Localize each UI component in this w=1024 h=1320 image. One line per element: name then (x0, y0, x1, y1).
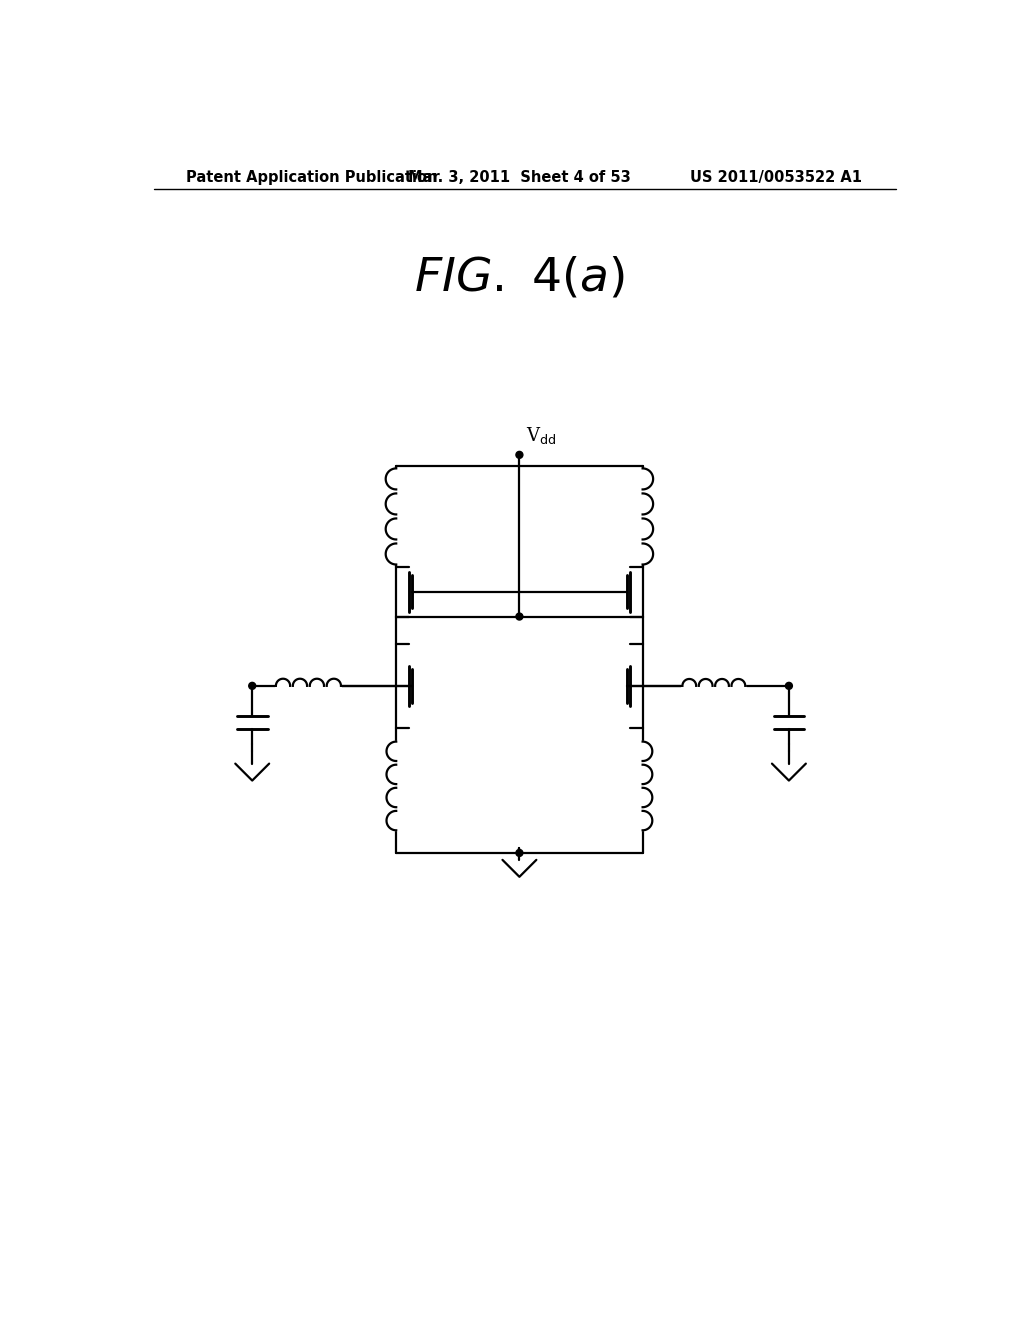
Text: V$_{\mathrm{dd}}$: V$_{\mathrm{dd}}$ (525, 425, 556, 446)
Text: $\mathit{FIG.\ 4(a)}$: $\mathit{FIG.\ 4(a)}$ (414, 255, 625, 301)
Text: US 2011/0053522 A1: US 2011/0053522 A1 (690, 170, 862, 185)
Circle shape (516, 612, 523, 620)
Circle shape (785, 682, 793, 689)
Circle shape (516, 451, 523, 458)
Circle shape (516, 850, 523, 857)
Text: Patent Application Publication: Patent Application Publication (186, 170, 437, 185)
Text: Mar. 3, 2011  Sheet 4 of 53: Mar. 3, 2011 Sheet 4 of 53 (408, 170, 631, 185)
Circle shape (249, 682, 256, 689)
